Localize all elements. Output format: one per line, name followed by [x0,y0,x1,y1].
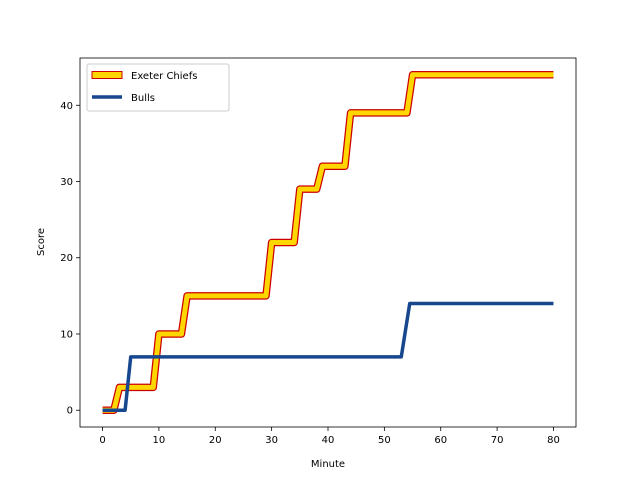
legend-label-exeter-chiefs: Exeter Chiefs [131,71,197,82]
y-axis-ticks: 0 10 20 30 40 [60,101,80,417]
y-tick-label: 0 [67,406,73,417]
y-tick-label: 20 [60,253,73,264]
x-tick-label: 20 [209,435,222,446]
y-tick-label: 30 [60,177,73,188]
y-tick-label: 40 [60,101,73,112]
x-tick-label: 40 [322,435,335,446]
x-tick-label: 30 [265,435,278,446]
x-tick-label: 10 [153,435,166,446]
legend-swatch-exeter-chiefs [91,71,123,79]
axes-frame [79,57,577,428]
series-line-exeter-chiefs [102,72,554,413]
x-tick-label: 50 [378,435,391,446]
x-tick-label: 0 [99,435,105,446]
x-axis-label: Minute [311,459,345,470]
plot-area [102,71,554,414]
y-tick-label: 10 [60,329,73,340]
series-line-bulls [102,301,554,412]
x-tick-label: 60 [434,435,447,446]
x-axis-ticks: 0 10 20 30 40 50 60 70 80 [99,427,560,446]
legend-label-bulls: Bulls [131,93,155,104]
x-tick-label: 80 [547,435,560,446]
x-tick-label: 70 [491,435,504,446]
y-axis-label: Score [36,228,47,256]
legend: Exeter Chiefs Bulls [86,63,230,112]
